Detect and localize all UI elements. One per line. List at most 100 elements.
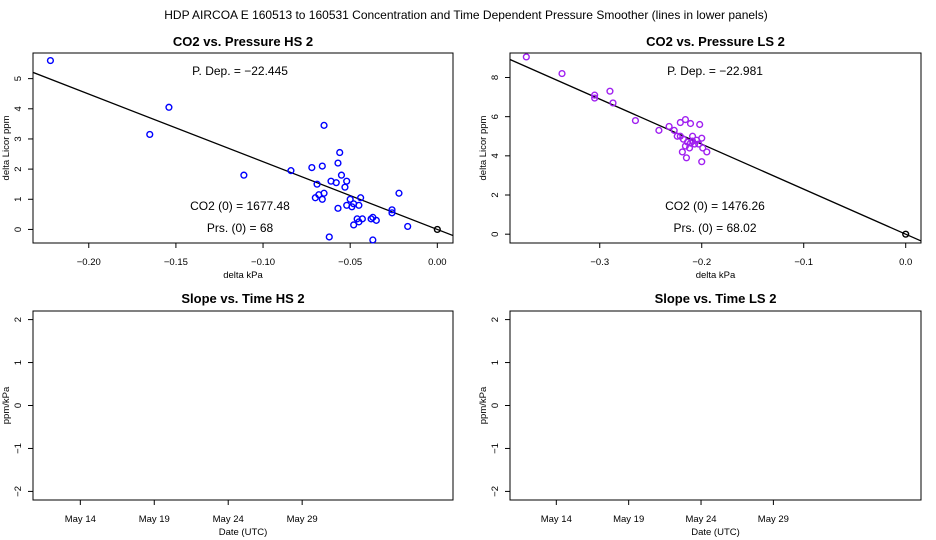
x-tick-label: May 29 xyxy=(287,514,318,525)
y-axis-label: ppm/kPa xyxy=(1,386,12,424)
data-point xyxy=(165,103,173,111)
data-point xyxy=(337,171,346,179)
x-axis-label: Date (UTC) xyxy=(691,527,740,538)
data-point xyxy=(388,206,396,214)
data-point xyxy=(46,56,55,65)
plot-frame xyxy=(509,52,922,244)
panel-slope-vs-time-ls2: Slope vs. Time LS 2 May 14 May 19 May 24 May… xyxy=(478,291,922,538)
data-point xyxy=(678,148,686,156)
y-tick-label: 0 xyxy=(13,403,24,408)
panel-title: CO2 vs. Pressure HS 2 xyxy=(173,34,313,49)
x-tick-label: −0.20 xyxy=(77,257,101,268)
data-point xyxy=(146,130,154,139)
data-point xyxy=(287,167,295,175)
annotation-p-dep: P. Dep. = −22.445 xyxy=(192,64,288,78)
data-point xyxy=(686,139,695,147)
data-point xyxy=(670,126,678,134)
data-point xyxy=(308,164,316,172)
data-point xyxy=(388,209,396,217)
x-tick-label: 0.0 xyxy=(899,257,912,268)
x-tick-label: −0.1 xyxy=(794,257,813,268)
data-point xyxy=(695,140,703,148)
data-point xyxy=(327,177,335,185)
panels: CO2 vs. Pressure HS 2−0.20 −0.15 −0.10 −0.0… xyxy=(1,34,922,538)
y-tick-label: −2 xyxy=(490,486,501,497)
x-tick-label: May 19 xyxy=(139,514,170,525)
data-point xyxy=(688,137,697,145)
y-tick-label: 2 xyxy=(490,317,501,322)
data-point xyxy=(318,162,326,170)
data-point xyxy=(698,158,706,166)
data-point xyxy=(631,116,640,125)
data-point xyxy=(606,87,614,95)
data-point xyxy=(558,69,566,78)
data-point xyxy=(699,144,707,152)
data-point xyxy=(334,159,342,167)
data-point xyxy=(369,236,377,244)
y-tick-label: 2 xyxy=(13,166,24,171)
y-tick-label: 0 xyxy=(490,232,501,237)
data-point xyxy=(591,91,599,99)
data-point xyxy=(355,201,363,209)
origin-point xyxy=(433,225,441,234)
data-point xyxy=(676,118,684,127)
data-point xyxy=(343,177,351,185)
plot-frame xyxy=(32,310,454,501)
y-tick-label: −1 xyxy=(13,443,24,454)
panel-co2-vs-pressure-ls2: CO2 vs. Pressure LS 2 −0.3 −0.2 −0.1 0.0 0 2 4 6… xyxy=(478,34,922,281)
data-point xyxy=(334,204,342,212)
y-tick-label: −1 xyxy=(490,443,501,454)
data-point xyxy=(685,144,694,152)
data-point xyxy=(698,134,706,142)
data-point xyxy=(681,115,690,124)
data-point xyxy=(358,215,366,223)
annotation-co2-zero: CO2 (0) = 1476.26 xyxy=(665,199,765,213)
x-tick-label: May 19 xyxy=(613,514,644,525)
x-tick-label: −0.10 xyxy=(251,257,275,268)
data-point xyxy=(673,132,681,140)
data-point xyxy=(313,180,321,188)
fit-line xyxy=(510,58,921,242)
data-point xyxy=(320,121,328,129)
data-point xyxy=(655,126,663,134)
x-tick-label: May 24 xyxy=(213,514,244,525)
y-tick-label: 1 xyxy=(13,360,24,365)
y-tick-label: 0 xyxy=(13,227,24,232)
data-point xyxy=(591,94,599,102)
data-point xyxy=(357,194,365,202)
panel-title: Slope vs. Time HS 2 xyxy=(181,291,304,306)
x-axis-label: delta kPa xyxy=(696,270,736,281)
data-point xyxy=(682,154,691,162)
y-tick-label: 2 xyxy=(490,192,501,197)
data-point xyxy=(681,142,690,150)
x-tick-label: −0.15 xyxy=(164,257,188,268)
data-point xyxy=(404,222,412,231)
y-tick-label: 5 xyxy=(13,76,24,81)
fit-line xyxy=(33,71,453,237)
y-tick-label: 2 xyxy=(13,317,24,322)
y-tick-label: −2 xyxy=(13,486,24,497)
panel-title: Slope vs. Time LS 2 xyxy=(655,291,777,306)
x-tick-label: −0.3 xyxy=(590,257,609,268)
data-point xyxy=(348,203,356,211)
plot-frame xyxy=(509,310,922,501)
y-axis-label: ppm/kPa xyxy=(478,386,489,424)
y-tick-label: 3 xyxy=(13,136,24,141)
y-tick-label: 1 xyxy=(490,360,501,365)
x-tick-label: May 14 xyxy=(65,514,96,525)
x-tick-label: May 29 xyxy=(758,514,789,525)
annotation-prs-zero: Prs. (0) = 68 xyxy=(207,221,274,235)
x-axis-label: Date (UTC) xyxy=(219,527,268,538)
panel-co2-vs-pressure-hs2: CO2 vs. Pressure HS 2 −0.20 −0.15 −0.10 −0.0… xyxy=(1,34,454,281)
data-point xyxy=(346,195,354,203)
annotation-co2-zero: CO2 (0) = 1677.48 xyxy=(190,199,290,213)
y-tick-label: 6 xyxy=(490,114,501,119)
annotation-p-dep: P. Dep. = −22.981 xyxy=(667,64,763,78)
data-point xyxy=(665,122,673,131)
annotation-prs-zero: Prs. (0) = 68.02 xyxy=(673,221,756,235)
y-tick-label: 0 xyxy=(490,403,501,408)
y-tick-label: 4 xyxy=(13,106,24,111)
data-point xyxy=(395,189,403,197)
panel-slope-vs-time-hs2: Slope vs. Time HS 2 May 14 May 19 May 24 May… xyxy=(1,291,454,538)
data-point xyxy=(336,148,344,157)
